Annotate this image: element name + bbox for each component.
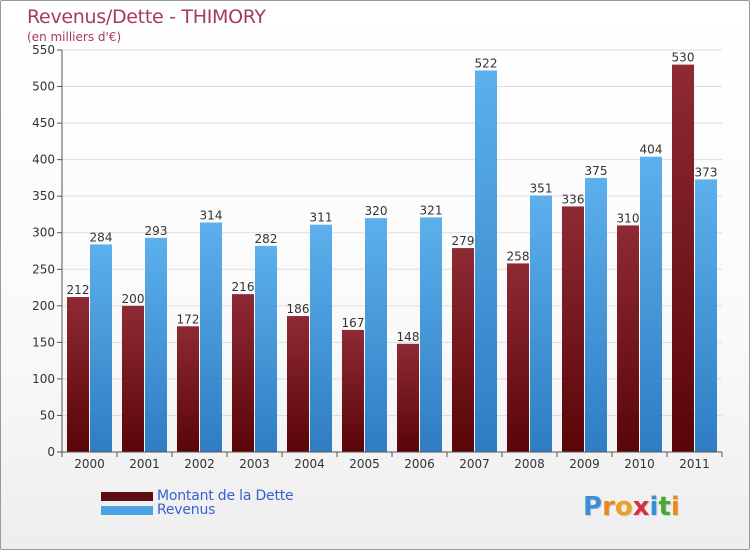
data-label-revenus: 293 xyxy=(145,224,168,238)
data-label-dette: 212 xyxy=(67,283,90,297)
logo-letter: r xyxy=(602,492,615,522)
bar-dette xyxy=(452,248,474,452)
bar-revenus xyxy=(90,244,112,452)
y-tick-label: 300 xyxy=(32,226,55,240)
legend-label-revenus: Revenus xyxy=(157,502,216,518)
data-label-dette: 336 xyxy=(562,192,585,206)
bar-dette xyxy=(397,343,419,452)
y-tick-label: 50 xyxy=(40,408,55,422)
x-tick-label: 2010 xyxy=(624,457,655,471)
bar-dette xyxy=(507,263,529,452)
y-tick-label: 550 xyxy=(32,43,55,57)
bar-revenus xyxy=(420,217,442,452)
data-label-revenus: 321 xyxy=(420,203,443,217)
bar-revenus xyxy=(200,222,222,452)
bar-dette xyxy=(232,294,254,452)
y-tick-label: 350 xyxy=(32,189,55,203)
logo-letter: o xyxy=(614,492,633,522)
bar-revenus xyxy=(475,70,497,452)
bar-dette xyxy=(287,316,309,452)
logo-letter: P xyxy=(583,492,603,522)
data-label-dette: 167 xyxy=(342,316,365,330)
bar-revenus xyxy=(365,218,387,452)
bar-dette xyxy=(342,329,364,452)
bar-revenus xyxy=(530,195,552,452)
x-tick-label: 2001 xyxy=(129,457,160,471)
y-tick-label: 450 xyxy=(32,116,55,130)
x-tick-label: 2000 xyxy=(74,457,105,471)
y-tick-label: 100 xyxy=(32,372,55,386)
x-tick-label: 2011 xyxy=(679,457,710,471)
bar-revenus xyxy=(310,224,332,452)
bar-revenus xyxy=(145,237,167,452)
bar-revenus xyxy=(640,156,662,453)
data-label-dette: 172 xyxy=(177,312,200,326)
data-label-revenus: 282 xyxy=(255,232,278,246)
bar-revenus xyxy=(585,177,607,452)
legend-swatch-revenus xyxy=(101,505,153,515)
legend-item-dette: Montant de la Dette xyxy=(101,488,294,504)
bar-dette xyxy=(617,225,639,452)
bar-revenus xyxy=(255,245,277,452)
data-label-dette: 148 xyxy=(397,330,420,344)
bar-revenus xyxy=(695,179,717,452)
logo-letter: x xyxy=(632,492,650,522)
data-label-revenus: 375 xyxy=(585,164,608,178)
y-tick-label: 200 xyxy=(32,299,55,313)
legend-item-revenus: Revenus xyxy=(101,502,216,518)
logo-letter: t xyxy=(658,492,671,522)
x-tick-label: 2002 xyxy=(184,457,215,471)
bar-dette xyxy=(562,206,584,452)
logo-letter: i xyxy=(670,492,680,522)
data-label-revenus: 351 xyxy=(530,181,553,195)
proxiti-logo: Proxiti xyxy=(583,492,680,522)
data-label-revenus: 284 xyxy=(90,230,113,244)
data-label-dette: 216 xyxy=(232,280,255,294)
x-tick-label: 2005 xyxy=(349,457,380,471)
data-label-revenus: 314 xyxy=(200,208,223,222)
x-tick-label: 2007 xyxy=(459,457,490,471)
data-label-revenus: 373 xyxy=(695,165,718,179)
data-label-revenus: 404 xyxy=(640,143,663,157)
y-tick-label: 500 xyxy=(32,80,55,94)
y-tick-label: 250 xyxy=(32,262,55,276)
data-label-dette: 530 xyxy=(672,51,695,65)
bar-dette xyxy=(67,297,89,452)
x-tick-label: 2003 xyxy=(239,457,270,471)
legend-label-dette: Montant de la Dette xyxy=(157,488,294,504)
chart-title: Revenus/Dette - THIMORY xyxy=(27,6,266,28)
data-label-dette: 200 xyxy=(122,292,145,306)
bar-dette xyxy=(177,326,199,452)
logo-letter: i xyxy=(649,492,659,522)
x-tick-label: 2008 xyxy=(514,457,545,471)
data-label-dette: 310 xyxy=(617,211,640,225)
data-label-revenus: 311 xyxy=(310,211,333,225)
data-label-dette: 279 xyxy=(452,234,475,248)
y-tick-label: 400 xyxy=(32,153,55,167)
y-tick-label: 150 xyxy=(32,335,55,349)
x-tick-label: 2004 xyxy=(294,457,325,471)
x-tick-label: 2009 xyxy=(569,457,600,471)
data-label-dette: 186 xyxy=(287,302,310,316)
x-tick-label: 2006 xyxy=(404,457,435,471)
y-tick-label: 0 xyxy=(47,445,55,459)
legend-swatch-dette xyxy=(101,491,153,501)
data-label-revenus: 522 xyxy=(475,56,498,70)
data-label-dette: 258 xyxy=(507,249,530,263)
bar-dette xyxy=(122,305,144,452)
data-label-revenus: 320 xyxy=(365,204,388,218)
bar-dette xyxy=(672,64,694,453)
chart-subtitle: (en milliers d'€) xyxy=(27,30,122,44)
